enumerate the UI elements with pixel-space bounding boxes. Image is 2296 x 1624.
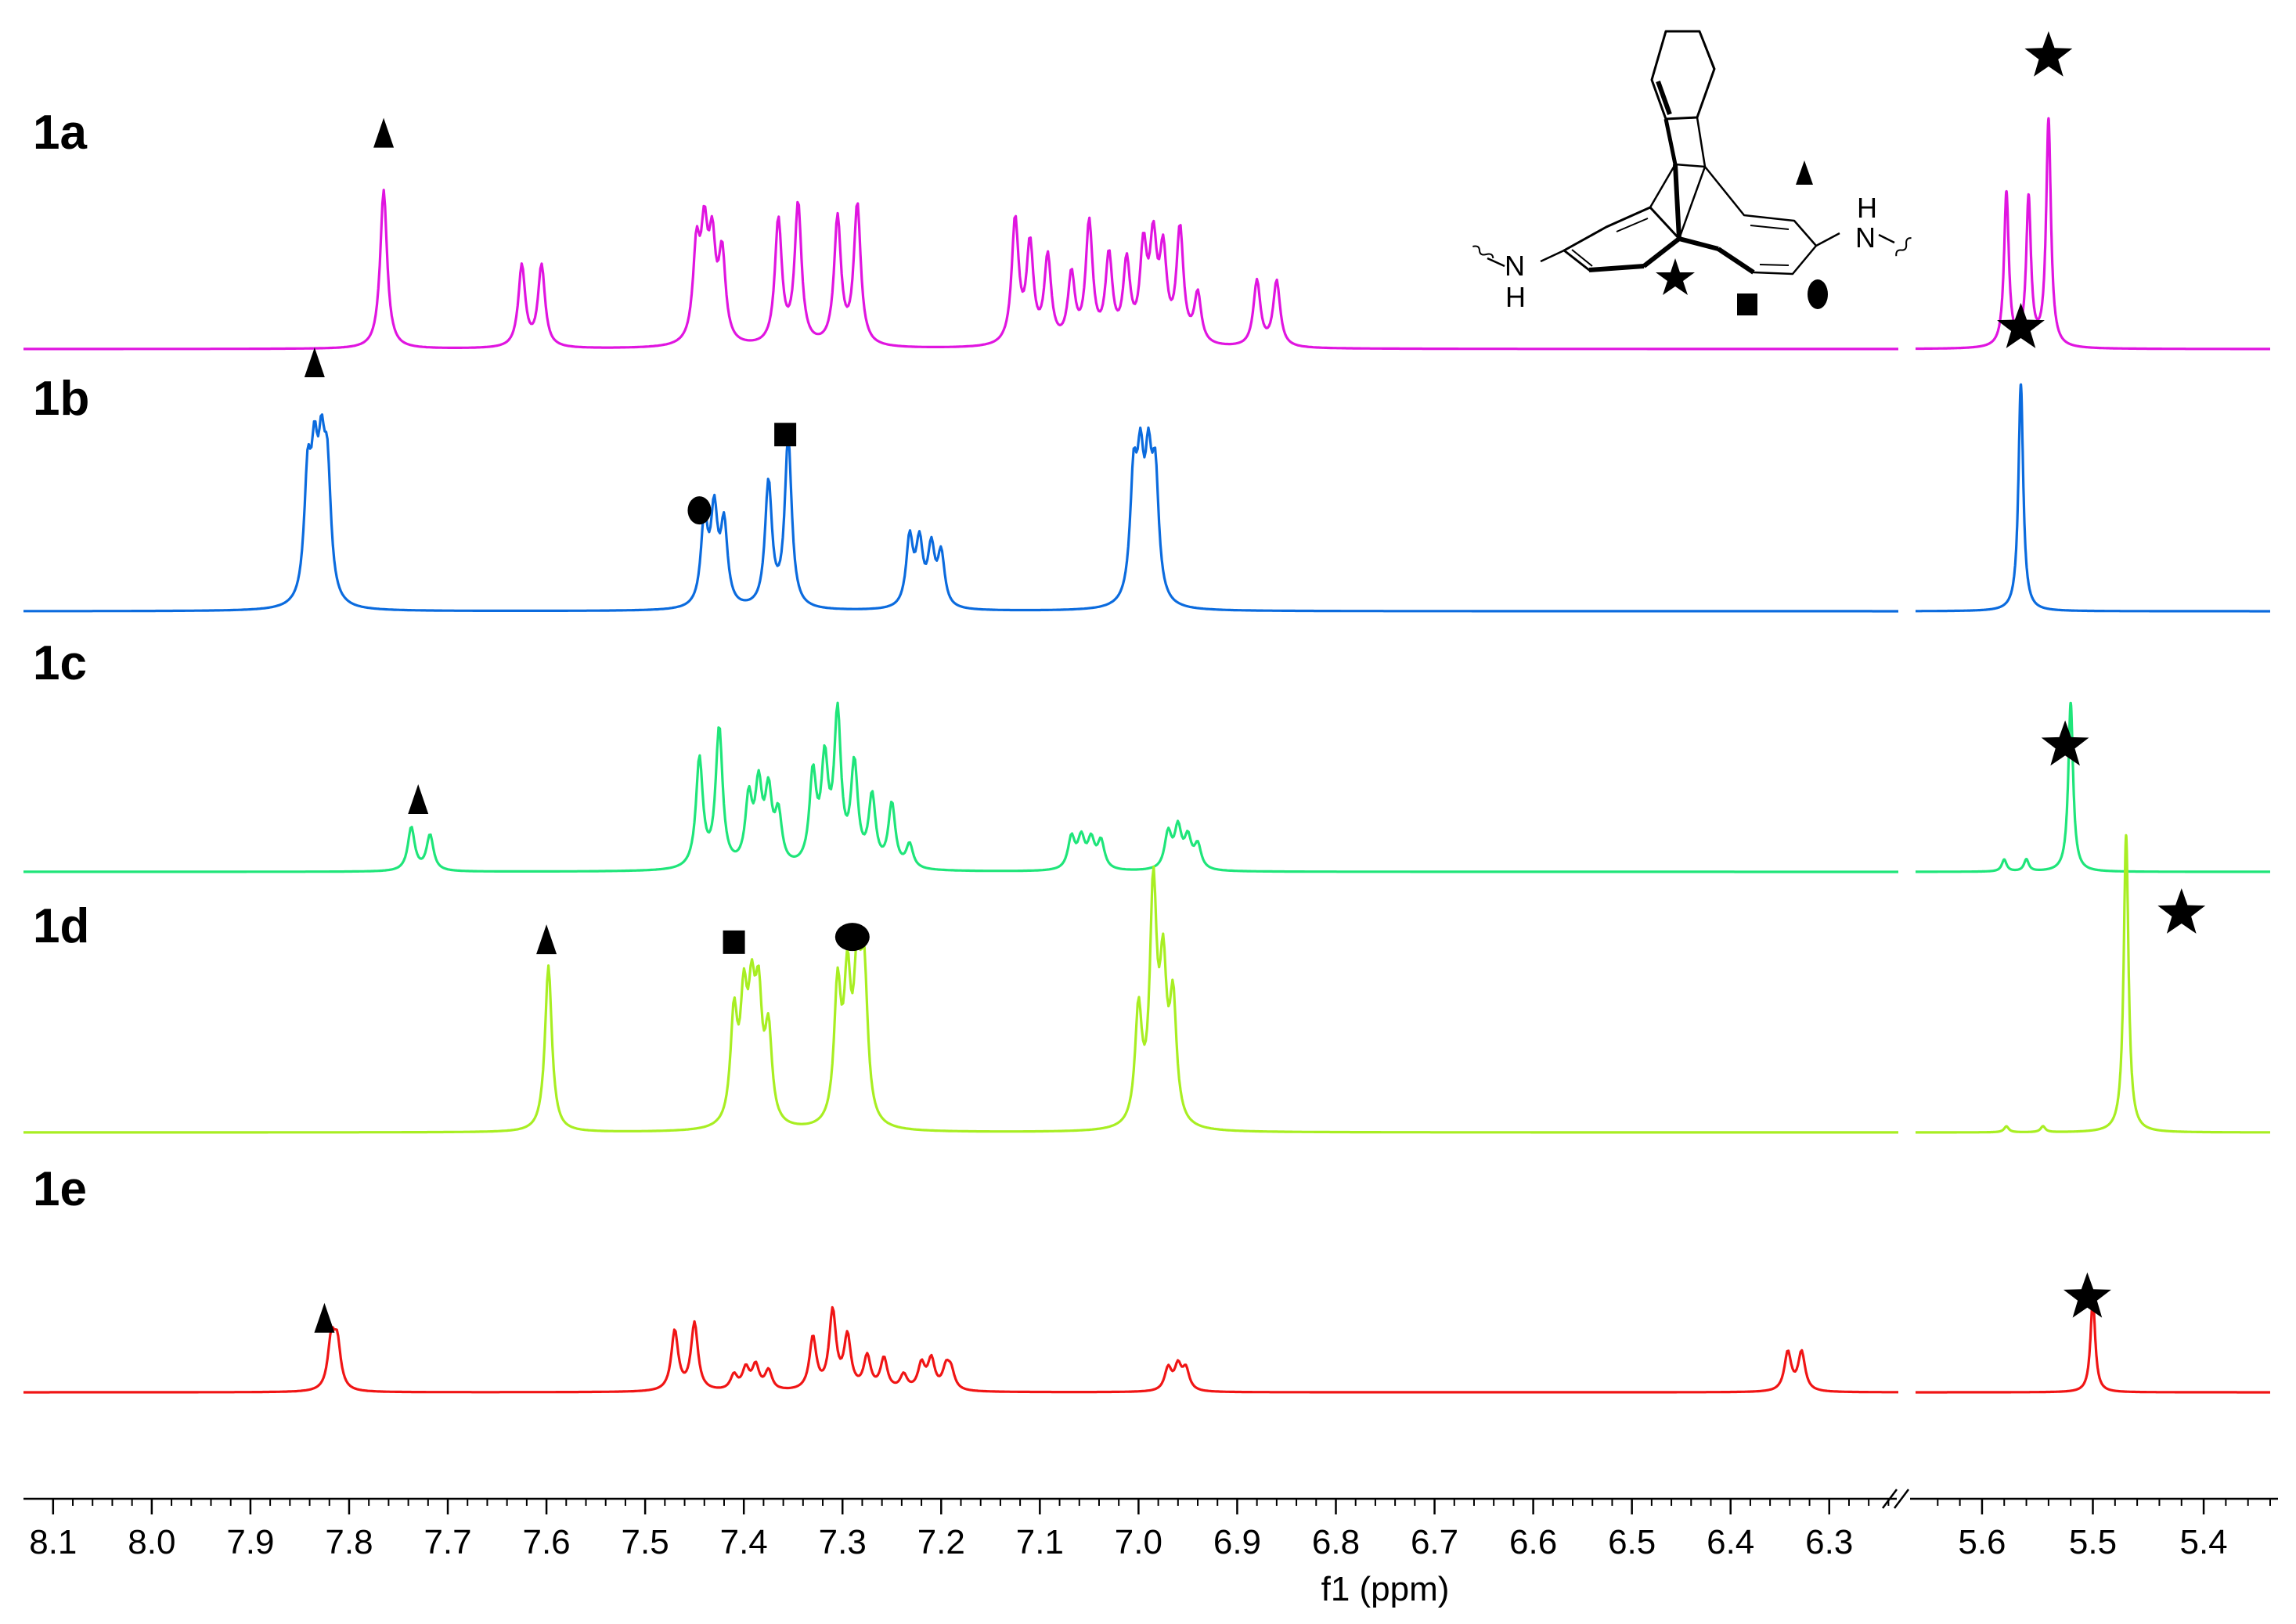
tick-label: 6.7	[1411, 1523, 1458, 1561]
trace-labels: 1a 1b 1c 1d 1e	[33, 106, 89, 1216]
tick-label: 7.3	[819, 1523, 867, 1561]
marker-star-1d	[2157, 888, 2206, 934]
nh-left-h: H	[1505, 281, 1526, 313]
marker-square-1d	[723, 930, 745, 954]
tick-label: 6.4	[1707, 1523, 1754, 1561]
nh-left-n: N	[1505, 250, 1525, 282]
spectrum-1a-segment-1	[23, 189, 1898, 351]
spectrum-1b-segment-1	[23, 413, 1898, 613]
structure-triangle-marker	[1796, 160, 1813, 185]
tick-label: 5.4	[2179, 1523, 2227, 1561]
tick-label: 6.6	[1509, 1523, 1557, 1561]
tick-label: 6.8	[1312, 1523, 1360, 1561]
trace-label-1b: 1b	[33, 372, 89, 426]
tick-label: 6.5	[1608, 1523, 1656, 1561]
marker-square-1b	[774, 423, 797, 447]
marker-star-1b	[1997, 303, 2045, 348]
x-axis: 8.1 8.0 7.9 7.8 7.7 7.6 7.5 7.4 7.3 7.2 7.1 7.0 6.9 6…	[23, 1489, 2278, 1608]
marker-star-1a	[2024, 31, 2073, 77]
marker-triangle-1d	[536, 924, 557, 955]
spectrum-1d-segment-1	[23, 865, 1898, 1134]
structure-circle-marker	[1808, 279, 1828, 309]
tick-label: 7.8	[325, 1523, 373, 1561]
marker-triangle-1c	[408, 784, 429, 815]
tick-label: 7.7	[424, 1523, 471, 1561]
structure-square-marker	[1737, 293, 1757, 315]
structure-star-marker	[1656, 258, 1695, 295]
tick-label: 7.5	[622, 1523, 669, 1561]
tick-label: 5.5	[2069, 1523, 2117, 1561]
marker-circle-1b	[687, 496, 712, 525]
marker-triangle-1b	[304, 347, 325, 378]
spectrum-1a-segment-2	[1914, 117, 2272, 351]
tick-label: 8.0	[128, 1523, 175, 1561]
marker-triangle-1a	[373, 117, 395, 148]
tick-label: 6.3	[1805, 1523, 1853, 1561]
structure-markers	[1656, 160, 1828, 315]
trace-label-1d: 1d	[33, 899, 89, 953]
spectrum-1e-segment-1	[23, 1305, 1898, 1394]
trace-label-1a: 1a	[33, 106, 87, 160]
structure-atom-labels: N H N H	[1505, 192, 1877, 313]
triptycene-structure	[1472, 30, 1912, 275]
marker-star-1c	[2041, 720, 2089, 766]
nh-right-n: N	[1855, 221, 1876, 254]
tick-label: 5.6	[1958, 1523, 2006, 1561]
spectrum-1c-segment-1	[23, 701, 1898, 873]
spectrum-1b-segment-2	[1914, 383, 2272, 613]
marker-circle-1d	[834, 923, 870, 952]
axis-break-mark-2	[1894, 1489, 1909, 1509]
spectrum-1d-segment-2	[1914, 834, 2272, 1134]
tick-label: 7.1	[1016, 1523, 1064, 1561]
trace-label-1e: 1e	[33, 1162, 87, 1216]
tick-label: 7.0	[1115, 1523, 1162, 1561]
tick-label: 7.2	[917, 1523, 965, 1561]
spectra-layer	[23, 117, 2272, 1394]
marker-star-1e	[2064, 1272, 2111, 1318]
tick-label: 6.9	[1213, 1523, 1261, 1561]
axis-break-mark-1	[1882, 1489, 1898, 1509]
tick-label: 7.6	[522, 1523, 570, 1561]
marker-triangle-1e	[314, 1302, 335, 1333]
marker-layer	[304, 31, 2206, 1333]
tick-label: 7.9	[226, 1523, 274, 1561]
x-axis-title: f1 (ppm)	[1321, 1570, 1450, 1608]
tick-label: 8.1	[29, 1523, 77, 1561]
tick-label: 7.4	[720, 1523, 768, 1561]
spectrum-1c-segment-2	[1914, 701, 2272, 873]
spectrum-1e-segment-2	[1914, 1298, 2272, 1394]
nh-right-h: H	[1857, 192, 1877, 224]
trace-label-1c: 1c	[33, 636, 87, 690]
